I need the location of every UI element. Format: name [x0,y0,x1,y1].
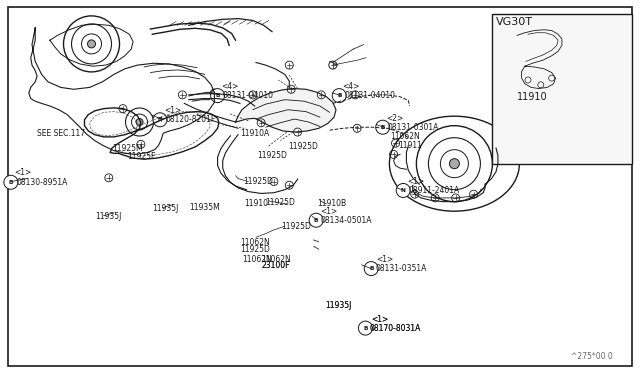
Text: <1>: <1> [371,315,388,324]
Text: <4>: <4> [221,82,238,91]
Text: 08170-8031A: 08170-8031A [370,324,421,333]
Text: 08134-0501A: 08134-0501A [321,216,372,225]
Text: 11925D: 11925D [266,198,296,207]
Text: 11925D: 11925D [282,222,312,231]
Text: <1>: <1> [376,255,394,264]
Text: VG30T: VG30T [496,17,533,26]
Text: 11062N: 11062N [242,255,271,264]
Text: 23100F: 23100F [261,262,290,270]
Text: 08131-0351A: 08131-0351A [376,264,427,273]
Text: 08131-04010: 08131-04010 [223,91,274,100]
Polygon shape [236,89,336,132]
Circle shape [364,262,378,276]
Text: B: B [158,117,162,122]
Text: 11925D: 11925D [257,151,287,160]
Text: 08131-04010: 08131-04010 [344,91,396,100]
Text: <1>: <1> [371,315,388,324]
Circle shape [88,40,95,48]
Text: <1>: <1> [408,177,425,186]
Bar [492,14,632,164]
Text: 11925D: 11925D [243,177,273,186]
Text: 08130-8951A: 08130-8951A [16,178,67,187]
Text: 11062N: 11062N [390,132,420,141]
Text: <1>: <1> [320,207,337,216]
Text: 11910: 11910 [517,93,548,102]
Text: 11935J: 11935J [325,301,351,310]
Text: 11925M: 11925M [112,144,143,153]
Text: 11935J: 11935J [95,212,121,221]
Text: 08131-0301A: 08131-0301A [388,123,439,132]
Text: N: N [401,188,406,193]
Text: B: B [314,218,318,223]
Circle shape [332,89,346,103]
Text: 11935M: 11935M [189,203,220,212]
Text: B: B [369,266,373,271]
Text: 11910: 11910 [244,199,269,208]
Text: SEE SEC.117: SEE SEC.117 [37,129,85,138]
Text: B: B [9,180,13,185]
Text: ^275*00 0: ^275*00 0 [572,352,613,361]
Text: 11062N: 11062N [240,238,269,247]
Text: 11911: 11911 [398,141,422,150]
Circle shape [211,89,225,103]
Text: B: B [216,93,220,98]
Text: 08170-8031A: 08170-8031A [369,324,420,333]
Text: 08120-8201F: 08120-8201F [165,115,216,124]
Circle shape [376,120,390,134]
Text: B: B [381,125,385,130]
Text: <1>: <1> [164,106,182,115]
Circle shape [449,159,460,169]
Text: 23100F: 23100F [261,262,290,270]
Text: 11925F: 11925F [127,152,155,161]
Text: <2>: <2> [387,114,404,123]
Circle shape [396,183,410,198]
Text: 11925D: 11925D [288,142,318,151]
Circle shape [153,113,167,127]
Text: 11062N: 11062N [261,255,291,264]
Circle shape [4,175,18,189]
Text: <4>: <4> [342,82,360,91]
Text: 11935J: 11935J [152,204,179,213]
Circle shape [136,119,143,125]
Text: B: B [364,326,367,331]
Circle shape [358,321,372,335]
Text: 11910A: 11910A [240,129,269,138]
Text: 08911-2401A: 08911-2401A [408,186,460,195]
Text: 11925D: 11925D [240,246,270,254]
Text: B: B [337,93,341,98]
Text: <1>: <1> [14,169,31,177]
Circle shape [309,213,323,227]
Text: 11910B: 11910B [317,199,346,208]
Text: 11935J: 11935J [325,301,351,310]
